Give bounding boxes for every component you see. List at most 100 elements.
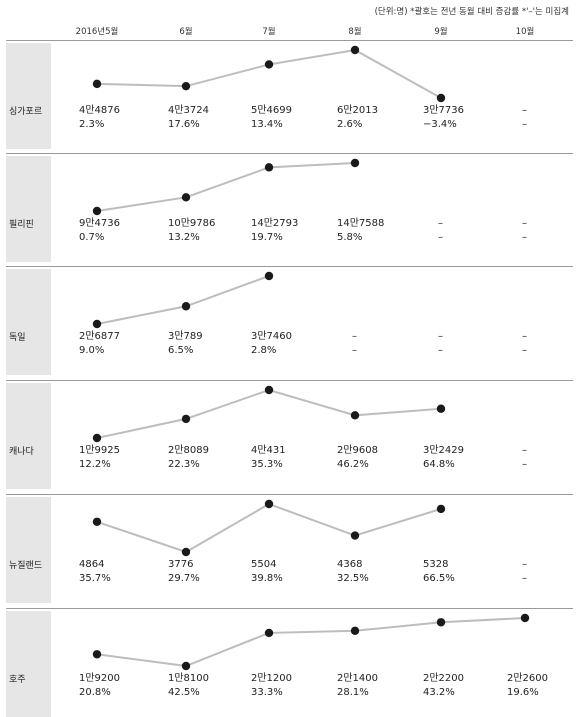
growth-rate: 46.2% xyxy=(337,459,369,470)
visitor-count: – xyxy=(438,331,443,342)
growth-rate: 35.3% xyxy=(251,459,283,470)
value-label: 4368 32.5% xyxy=(337,558,369,586)
data-point xyxy=(92,79,102,89)
value-label: 3만2429 64.8% xyxy=(423,444,464,472)
visitor-count: 14만2793 xyxy=(251,218,299,229)
value-label: 1만8100 42.5% xyxy=(168,672,209,700)
data-point xyxy=(181,302,191,311)
value-label: – – xyxy=(522,104,527,132)
value-label: – – xyxy=(522,330,527,358)
value-label: 4864 35.7% xyxy=(79,558,111,586)
country-label-box: 독일 xyxy=(6,269,51,375)
data-point xyxy=(350,626,360,635)
visitor-count: 3만7460 xyxy=(251,331,293,342)
country-name: 캐나다 xyxy=(9,447,34,457)
country-name: 싱가포르 xyxy=(9,107,43,117)
data-point xyxy=(264,628,274,638)
visitor-count: – xyxy=(522,559,527,570)
value-label: 2만9608 46.2% xyxy=(337,444,378,472)
value-label: 1만9200 20.8% xyxy=(79,672,120,700)
visitor-count: 3만2429 xyxy=(423,445,465,456)
visitor-count: 1만9925 xyxy=(79,445,121,456)
value-label: 6만2013 2.6% xyxy=(337,104,378,132)
visitor-count: 2만2600 xyxy=(507,673,549,684)
series-plot xyxy=(92,45,446,103)
month-label: 9월 xyxy=(434,27,448,37)
growth-rate: 19.6% xyxy=(507,687,539,698)
data-point xyxy=(350,531,360,540)
data-point xyxy=(436,618,446,627)
data-point xyxy=(181,547,191,557)
value-label: 4만4876 2.3% xyxy=(79,104,120,132)
country-name: 독일 xyxy=(9,333,26,343)
growth-rate: – xyxy=(522,345,527,356)
country-name: 호주 xyxy=(9,675,26,685)
growth-rate: 5.8% xyxy=(337,232,363,243)
country-label-box: 캐나다 xyxy=(6,383,51,489)
growth-rate: 2.8% xyxy=(251,345,277,356)
visitor-count: 5328 xyxy=(423,559,449,570)
growth-rate: – xyxy=(522,232,527,243)
value-label: – – xyxy=(522,444,527,472)
value-label: – – xyxy=(438,217,443,245)
country-name: 뉴질랜드 xyxy=(9,561,43,571)
visitor-count: – xyxy=(438,218,443,229)
data-point xyxy=(92,650,102,659)
value-label: 3776 29.7% xyxy=(168,558,200,586)
visitor-count: 2만8089 xyxy=(168,445,210,456)
growth-rate: 20.8% xyxy=(79,687,111,698)
visitor-count: – xyxy=(522,331,527,342)
growth-rate: 32.5% xyxy=(337,573,369,584)
series-plot xyxy=(92,499,446,557)
growth-rate: – xyxy=(522,459,527,470)
visitor-count: – xyxy=(522,218,527,229)
growth-rate: 13.2% xyxy=(168,232,200,243)
growth-rate: – xyxy=(438,232,443,243)
growth-rate: 33.3% xyxy=(251,687,283,698)
data-point xyxy=(436,504,446,514)
value-label: 1만9925 12.2% xyxy=(79,444,120,472)
series-line xyxy=(96,162,356,212)
visitor-count: 10만9786 xyxy=(168,218,216,229)
visitor-count: 5만4699 xyxy=(251,105,293,116)
value-label: 2만1200 33.3% xyxy=(251,672,292,700)
visitor-count: – xyxy=(352,331,357,342)
visitor-count: 2만9608 xyxy=(337,445,379,456)
visitor-count: 1만9200 xyxy=(79,673,121,684)
data-point xyxy=(92,433,102,443)
visitor-count: 3만7736 xyxy=(423,105,465,116)
growth-rate: 2.3% xyxy=(79,119,105,130)
value-label: 5만4699 13.4% xyxy=(251,104,292,132)
growth-rate: – xyxy=(438,345,443,356)
panel-separator xyxy=(6,608,573,609)
series-line xyxy=(96,617,526,668)
visitor-count: 2만1200 xyxy=(251,673,293,684)
growth-rate: 13.4% xyxy=(251,119,283,130)
visitor-count: 2만1400 xyxy=(337,673,379,684)
series-plot xyxy=(92,385,446,443)
visitor-count: 14만7588 xyxy=(337,218,385,229)
value-label: 3만7736 −3.4% xyxy=(423,104,464,132)
data-point xyxy=(350,45,360,55)
growth-rate: 0.7% xyxy=(79,232,105,243)
data-point xyxy=(181,193,191,202)
visitor-count: 9만4736 xyxy=(79,218,121,229)
growth-rate: – xyxy=(522,119,527,130)
value-label: 14만7588 5.8% xyxy=(337,217,384,245)
growth-rate: 6.5% xyxy=(168,345,194,356)
data-point xyxy=(264,163,274,172)
visitor-count: 2만6877 xyxy=(79,331,121,342)
growth-rate: 66.5% xyxy=(423,573,455,584)
value-label: 9만4736 0.7% xyxy=(79,217,120,245)
visitor-count: 4만4876 xyxy=(79,105,121,116)
growth-rate: 29.7% xyxy=(168,573,200,584)
unit-note: (단위:명) *괄호는 전년 동월 대비 증감률 *'–'는 미집계 xyxy=(374,7,569,17)
value-label: 5504 39.8% xyxy=(251,558,283,586)
growth-rate: 39.8% xyxy=(251,573,283,584)
visitor-count: 4만3724 xyxy=(168,105,210,116)
month-label: 2016년5월 xyxy=(75,27,119,37)
country-panel: 호주 1만9200 20.8% 1만8100 42.5% 2만1200 33.3% 2만140… xyxy=(6,611,573,717)
month-label: 10월 xyxy=(515,27,535,37)
value-label: 2만8089 22.3% xyxy=(168,444,209,472)
data-point xyxy=(92,206,102,216)
